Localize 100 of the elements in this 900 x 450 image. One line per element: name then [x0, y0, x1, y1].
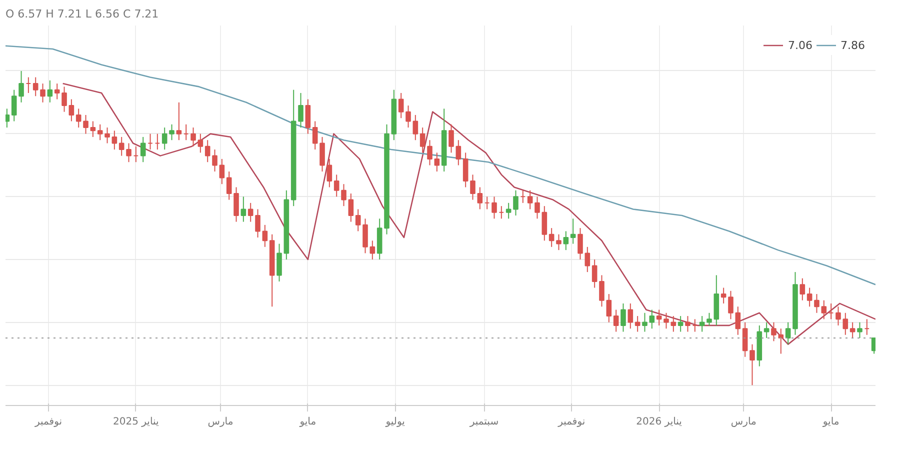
candlestick [871, 338, 876, 354]
candlestick [234, 186, 239, 222]
candlestick [527, 190, 533, 210]
x-tick-label: مايو [298, 416, 316, 428]
candlestick [613, 309, 619, 332]
candlestick [857, 322, 862, 339]
candlestick [305, 98, 311, 134]
x-tick-label: نوفمبر [557, 416, 586, 428]
legend-label: 7.06 [788, 38, 812, 52]
candlestick [212, 149, 218, 172]
text: O 6.57 H 7.21 L 6.56 C 7.21 [6, 8, 159, 20]
candlestick [240, 196, 246, 222]
candlestick [470, 174, 476, 200]
candlestick [649, 309, 655, 330]
candlestick [606, 294, 612, 323]
candlestick [320, 136, 325, 172]
candlestick [821, 300, 827, 320]
candlestick [836, 306, 841, 326]
candlestick [370, 240, 376, 260]
candlestick [126, 142, 132, 163]
candlestick [850, 322, 856, 339]
x-tick-label: يوليو [384, 416, 406, 428]
candlestick [706, 312, 712, 326]
candlestick [355, 208, 361, 232]
candlestick [420, 127, 426, 154]
candlestick [162, 127, 168, 150]
candlestick [642, 312, 648, 332]
candlestick [362, 218, 368, 254]
candlestick [398, 92, 404, 119]
candlestick [534, 196, 540, 220]
candlestick [806, 287, 812, 308]
candlestick [348, 193, 354, 222]
candlestick [276, 243, 282, 282]
candlestick [456, 140, 462, 166]
candlestick [750, 344, 755, 386]
candlestick [97, 124, 103, 141]
candlestick [112, 130, 118, 150]
candlestick [6, 108, 10, 128]
candlestick [556, 234, 562, 251]
candlestick [68, 98, 74, 122]
candlestick [448, 124, 454, 154]
candlestick [262, 224, 268, 248]
candlestick [735, 306, 741, 336]
candlestick [11, 89, 17, 122]
candlestick [248, 202, 254, 222]
candlestick [720, 287, 726, 304]
candlestick [814, 294, 820, 314]
candlestick [678, 316, 684, 332]
candlestick [462, 152, 468, 188]
candlestick [800, 278, 806, 301]
candlestick [198, 133, 204, 154]
candlestick [785, 322, 791, 345]
candlestick [54, 83, 60, 100]
candlestick [492, 196, 497, 220]
x-tick-label: سبتمبر [468, 416, 499, 428]
candlestick [412, 114, 418, 141]
candlestick [219, 158, 225, 185]
candlestick [176, 102, 182, 141]
candlestick [312, 120, 318, 150]
candlestick [190, 127, 196, 147]
candlestick [584, 246, 590, 273]
x-tick-label: مارس [730, 416, 756, 428]
x-tick-label: يناير 2026 [636, 416, 682, 428]
candlestick [656, 309, 662, 326]
candlestick [40, 83, 46, 103]
candlestick [298, 92, 304, 128]
x-tick-label: مارس [208, 416, 234, 428]
candlestick [670, 316, 676, 332]
candlestick [32, 76, 38, 97]
candlestick [434, 152, 440, 172]
candlestick [634, 316, 640, 332]
x-tick-label: نوفمبر [34, 416, 62, 428]
candlestick [542, 206, 548, 242]
candlestick [548, 228, 554, 248]
candlestick [18, 70, 24, 103]
candlestick [118, 136, 124, 156]
candlestick [83, 114, 88, 134]
candlestick [578, 228, 583, 260]
candlestick [169, 124, 174, 141]
candlestick [255, 208, 260, 238]
candlestick [140, 136, 146, 163]
candlestick [664, 312, 669, 330]
candlestick [47, 80, 53, 103]
candlestick [62, 86, 67, 112]
candlestick [513, 190, 518, 216]
candlestick [570, 218, 576, 244]
candlestick [334, 174, 340, 198]
candlestick [628, 302, 634, 330]
candlestick [427, 140, 432, 166]
candlestick [76, 108, 82, 128]
candlestick [341, 184, 346, 207]
candlestick [842, 312, 848, 336]
candlestick [226, 171, 232, 200]
candlestick [764, 322, 770, 339]
candlestick [506, 202, 512, 220]
candlestick [771, 322, 776, 342]
candlestick [477, 186, 483, 210]
candlestick [620, 302, 626, 332]
candlestick [599, 274, 604, 308]
candlestick [204, 140, 210, 163]
